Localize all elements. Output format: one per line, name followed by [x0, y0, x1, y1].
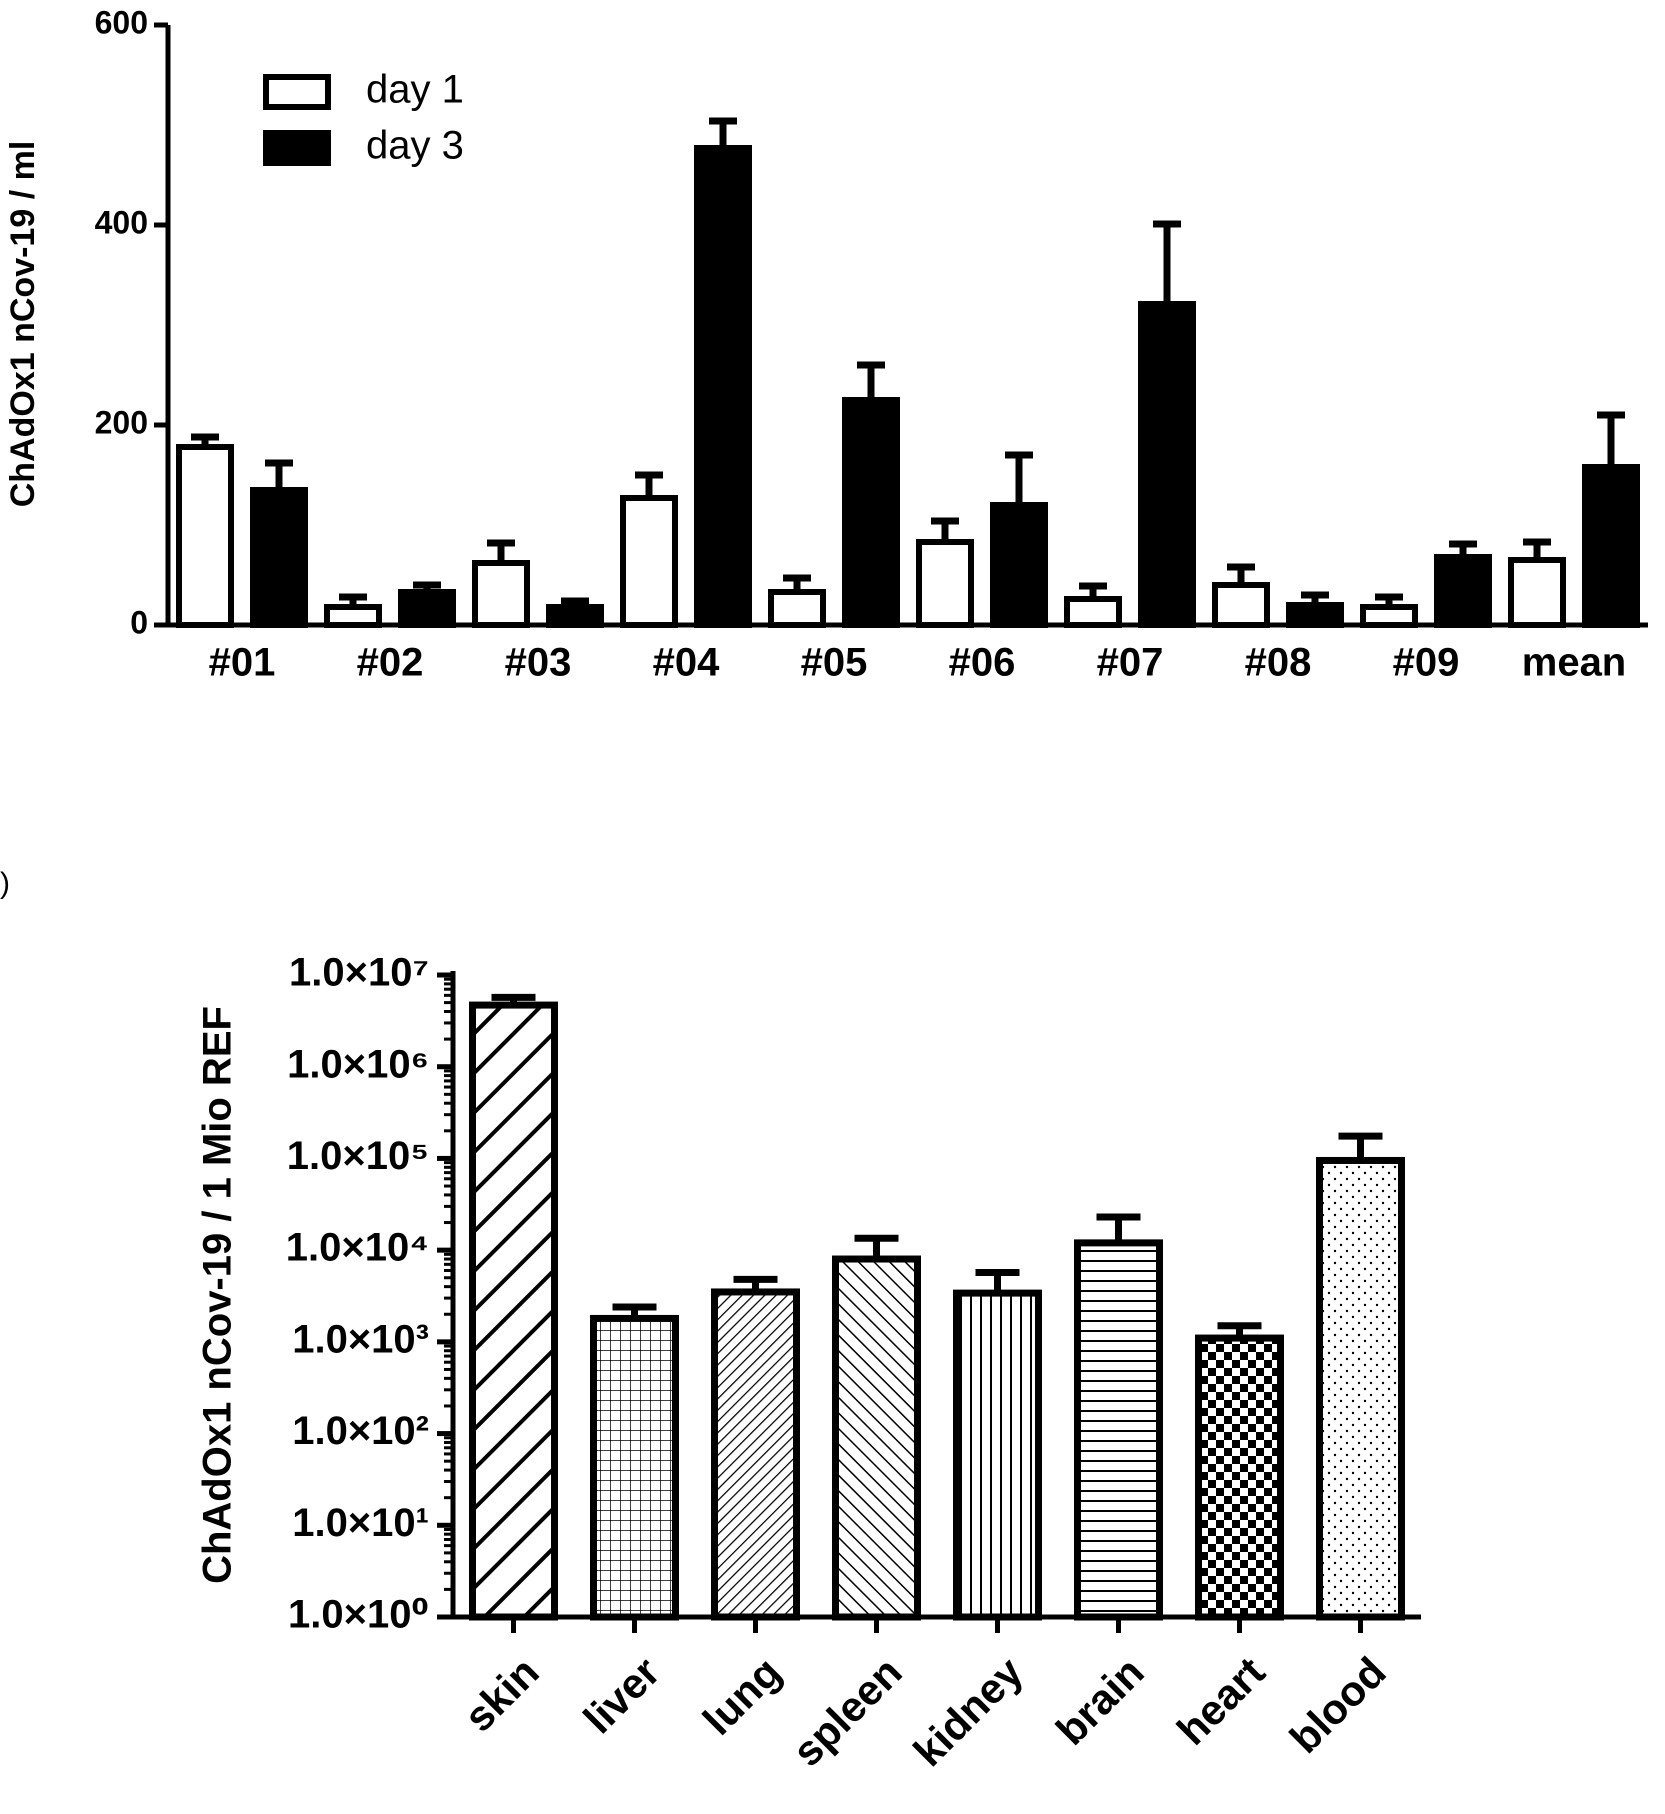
- bar: [176, 444, 234, 628]
- x-tick-label: #04: [653, 641, 720, 685]
- x-tick-label: #02: [357, 641, 424, 685]
- x-tick-label: heart: [1168, 1648, 1274, 1754]
- x-tick-label: #03: [505, 641, 572, 685]
- bar: [472, 560, 530, 628]
- y-tick-label: 200: [95, 404, 148, 440]
- y-tick-label: 1.0×10⁵: [287, 1134, 429, 1178]
- error-bar: [857, 361, 885, 400]
- y-tick-label: 0: [130, 604, 148, 640]
- error-bar: [265, 459, 293, 490]
- bar: [842, 397, 900, 628]
- bar: [1360, 604, 1418, 628]
- x-tick-label: mean: [1522, 641, 1627, 685]
- x-tick-label: #07: [1097, 641, 1164, 685]
- bar: [324, 604, 382, 628]
- axis: [165, 25, 1648, 628]
- bar: [916, 539, 974, 628]
- x-tick-label: blood: [1281, 1648, 1395, 1762]
- bar: [1138, 301, 1196, 628]
- bar: [1316, 1156, 1405, 1621]
- bar: [398, 589, 456, 628]
- legend-label: day 1: [366, 68, 464, 112]
- bar: [1195, 1334, 1284, 1621]
- x-tick-label: lung: [694, 1648, 790, 1744]
- bar: [469, 1001, 558, 1621]
- y-tick-label: 400: [95, 204, 148, 240]
- x-tick-label: kidney: [904, 1648, 1032, 1776]
- bar: [1074, 1239, 1163, 1621]
- panel-label: ): [0, 867, 10, 900]
- y-tick-label: 1.0×10⁶: [287, 1042, 429, 1086]
- bar: [832, 1255, 921, 1621]
- axis: [450, 971, 1421, 1620]
- y-tick-label: 1.0×10¹: [292, 1501, 429, 1545]
- error-bar: [1153, 220, 1181, 304]
- error-bar: [709, 117, 737, 148]
- x-tick-label: spleen: [783, 1648, 910, 1775]
- y-tick-label: 1.0×10⁴: [286, 1226, 429, 1270]
- bar: [546, 604, 604, 628]
- x-tick-label: #09: [1393, 641, 1460, 685]
- x-tick-label: liver: [574, 1648, 668, 1742]
- y-tick-label: 600: [95, 4, 148, 40]
- bar: [1064, 596, 1122, 628]
- error-bar: [1096, 1213, 1141, 1243]
- x-tick-label: #05: [801, 641, 868, 685]
- y-axis-label: ChAdOx1 nCov-19 / 1 Mio REF: [196, 1006, 240, 1584]
- bar: [711, 1288, 800, 1621]
- bar: [768, 589, 826, 628]
- y-tick-label: 1.0×10⁷: [289, 951, 429, 995]
- error-bar: [1597, 411, 1625, 467]
- bar: [1434, 554, 1492, 628]
- x-tick-label: brain: [1047, 1648, 1153, 1754]
- bar: [694, 145, 752, 628]
- legend-swatch: [263, 130, 331, 166]
- legend-swatch: [263, 74, 331, 110]
- y-tick-label: 1.0×10³: [292, 1317, 429, 1361]
- bar: [1582, 464, 1640, 628]
- legend-label: day 3: [366, 124, 464, 168]
- bar: [590, 1314, 679, 1621]
- y-axis-label: ChAdOx1 nCov-19 / ml: [4, 141, 42, 508]
- bar: [953, 1289, 1042, 1621]
- x-tick-label: #08: [1245, 641, 1312, 685]
- error-bar: [635, 471, 663, 498]
- x-tick-label: #01: [209, 641, 276, 685]
- bar: [620, 495, 678, 628]
- bar: [1212, 582, 1270, 628]
- error-bar: [487, 539, 515, 563]
- y-tick-label: 1.0×10²: [292, 1409, 429, 1453]
- x-tick-label: skin: [455, 1648, 548, 1741]
- bar: [1286, 602, 1344, 628]
- bar: [250, 487, 308, 628]
- bar: [990, 502, 1048, 628]
- error-bar: [1338, 1132, 1383, 1161]
- y-tick-label: 1.0×10⁰: [288, 1593, 429, 1637]
- error-bar: [1005, 451, 1033, 505]
- x-tick-label: #06: [949, 641, 1016, 685]
- error-bar: [931, 517, 959, 542]
- bar: [1508, 557, 1566, 628]
